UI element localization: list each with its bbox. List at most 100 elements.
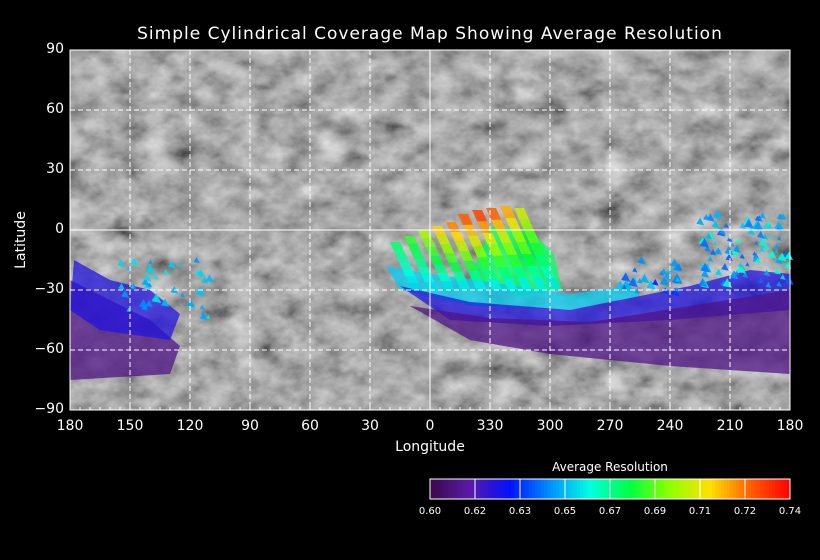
coverage-point [205,274,214,283]
coverage-point [144,281,152,290]
coverage-point [201,276,209,284]
colorbar-cell [592,479,596,499]
colorbar-cell [598,479,602,499]
coverage-streak [418,230,455,290]
colorbar-cell [625,479,629,499]
streak-segment [432,226,447,236]
colorbar-cell [610,479,614,499]
coverage-point [767,249,777,259]
colorbar-cell [532,479,536,499]
colorbar-cell [661,479,665,499]
streak-segment [410,251,425,260]
coverage-point [705,233,712,240]
coverage-point [698,278,708,287]
streak-segment [405,276,419,284]
x-tick-label: 300 [536,418,564,434]
streak-segment [459,251,474,261]
coverage-point [759,246,765,253]
colorbar-cell [496,479,500,499]
colorbar-cell [517,479,521,499]
coverage-streak [486,208,533,290]
streak-segment [529,243,546,255]
coverage-point [784,251,794,261]
coverage-point [178,262,183,267]
colorbar-cell [484,479,488,499]
coverage-point [138,298,149,309]
colorbar-tick-label: 0.62 [463,506,487,517]
colorbar-cell [586,479,590,499]
coverage-point [193,257,200,264]
coverage-point [145,299,153,308]
coverage-point [667,267,674,273]
colorbar-cell [526,479,530,499]
coverage-point [632,267,638,273]
coverage-point [143,273,152,282]
streak-segment [463,260,478,271]
coverage-point [739,253,745,259]
streak-segment [517,278,533,290]
colorbar-cell [523,479,527,499]
colorbar-cell [784,479,788,499]
streak-segment [408,283,422,290]
y-tick-label: 30 [46,161,64,177]
coverage-point [757,277,764,284]
coverage-point [195,286,205,297]
coverage-point [715,268,723,276]
coverage-point [713,209,723,219]
colorbar-cell [553,479,557,499]
colorbar-cell [541,479,545,499]
streak-segment [472,280,487,290]
coverage-point [141,277,150,286]
colorbar-cell [772,479,776,499]
coverage-point [742,272,749,278]
coverage-point [130,257,139,266]
coverage-point [711,220,720,229]
colorbar-cell [712,479,716,499]
streak-segment [505,218,521,230]
colorbar-cell [574,479,578,499]
streak-segment [418,230,432,239]
coverage-point [206,314,211,320]
colorbar-cell [700,479,704,499]
colorbar-cell [676,479,680,499]
x-tick-label: 330 [476,418,504,434]
coverage-point [756,230,765,239]
coverage-point [180,292,186,298]
coverage-point [729,270,739,280]
coverage-point [121,290,130,299]
streak-segment [472,246,488,258]
colorbar-cell [682,479,686,499]
colorbar-cell [550,479,554,499]
coverage-point [775,256,783,265]
coverage-streak [432,226,471,290]
colorbar-cell [502,479,506,499]
colorbar-cell [616,479,620,499]
y-tick-label: −30 [34,281,64,297]
coverage-point [721,263,729,271]
colorbar-cell [664,479,668,499]
coverage-point [670,287,680,296]
colorbar-cell [538,479,542,499]
coverage-point [780,274,786,280]
coverage-streak [446,222,487,290]
colorbar-cell [478,479,482,499]
colorbar-cell [556,479,560,499]
streak-segment [492,255,508,268]
x-tick-label: 30 [361,418,379,434]
streak-segment [437,272,452,282]
colorbar-cell [604,479,608,499]
coverage-point [725,253,733,262]
streak-segment [436,235,451,245]
coverage-point [703,214,710,221]
coverage-point [766,223,773,229]
colorbar-cell [715,479,719,499]
colorbar-cell [697,479,701,499]
streak-segment [482,268,498,280]
colorbar-title: Average Resolution [552,460,668,474]
colorbar-cell [628,479,632,499]
colorbar-cell [763,479,767,499]
colorbar-cell [775,479,779,499]
coverage-point [659,276,670,286]
coverage-point [675,277,681,283]
colorbar-cell [433,479,437,499]
